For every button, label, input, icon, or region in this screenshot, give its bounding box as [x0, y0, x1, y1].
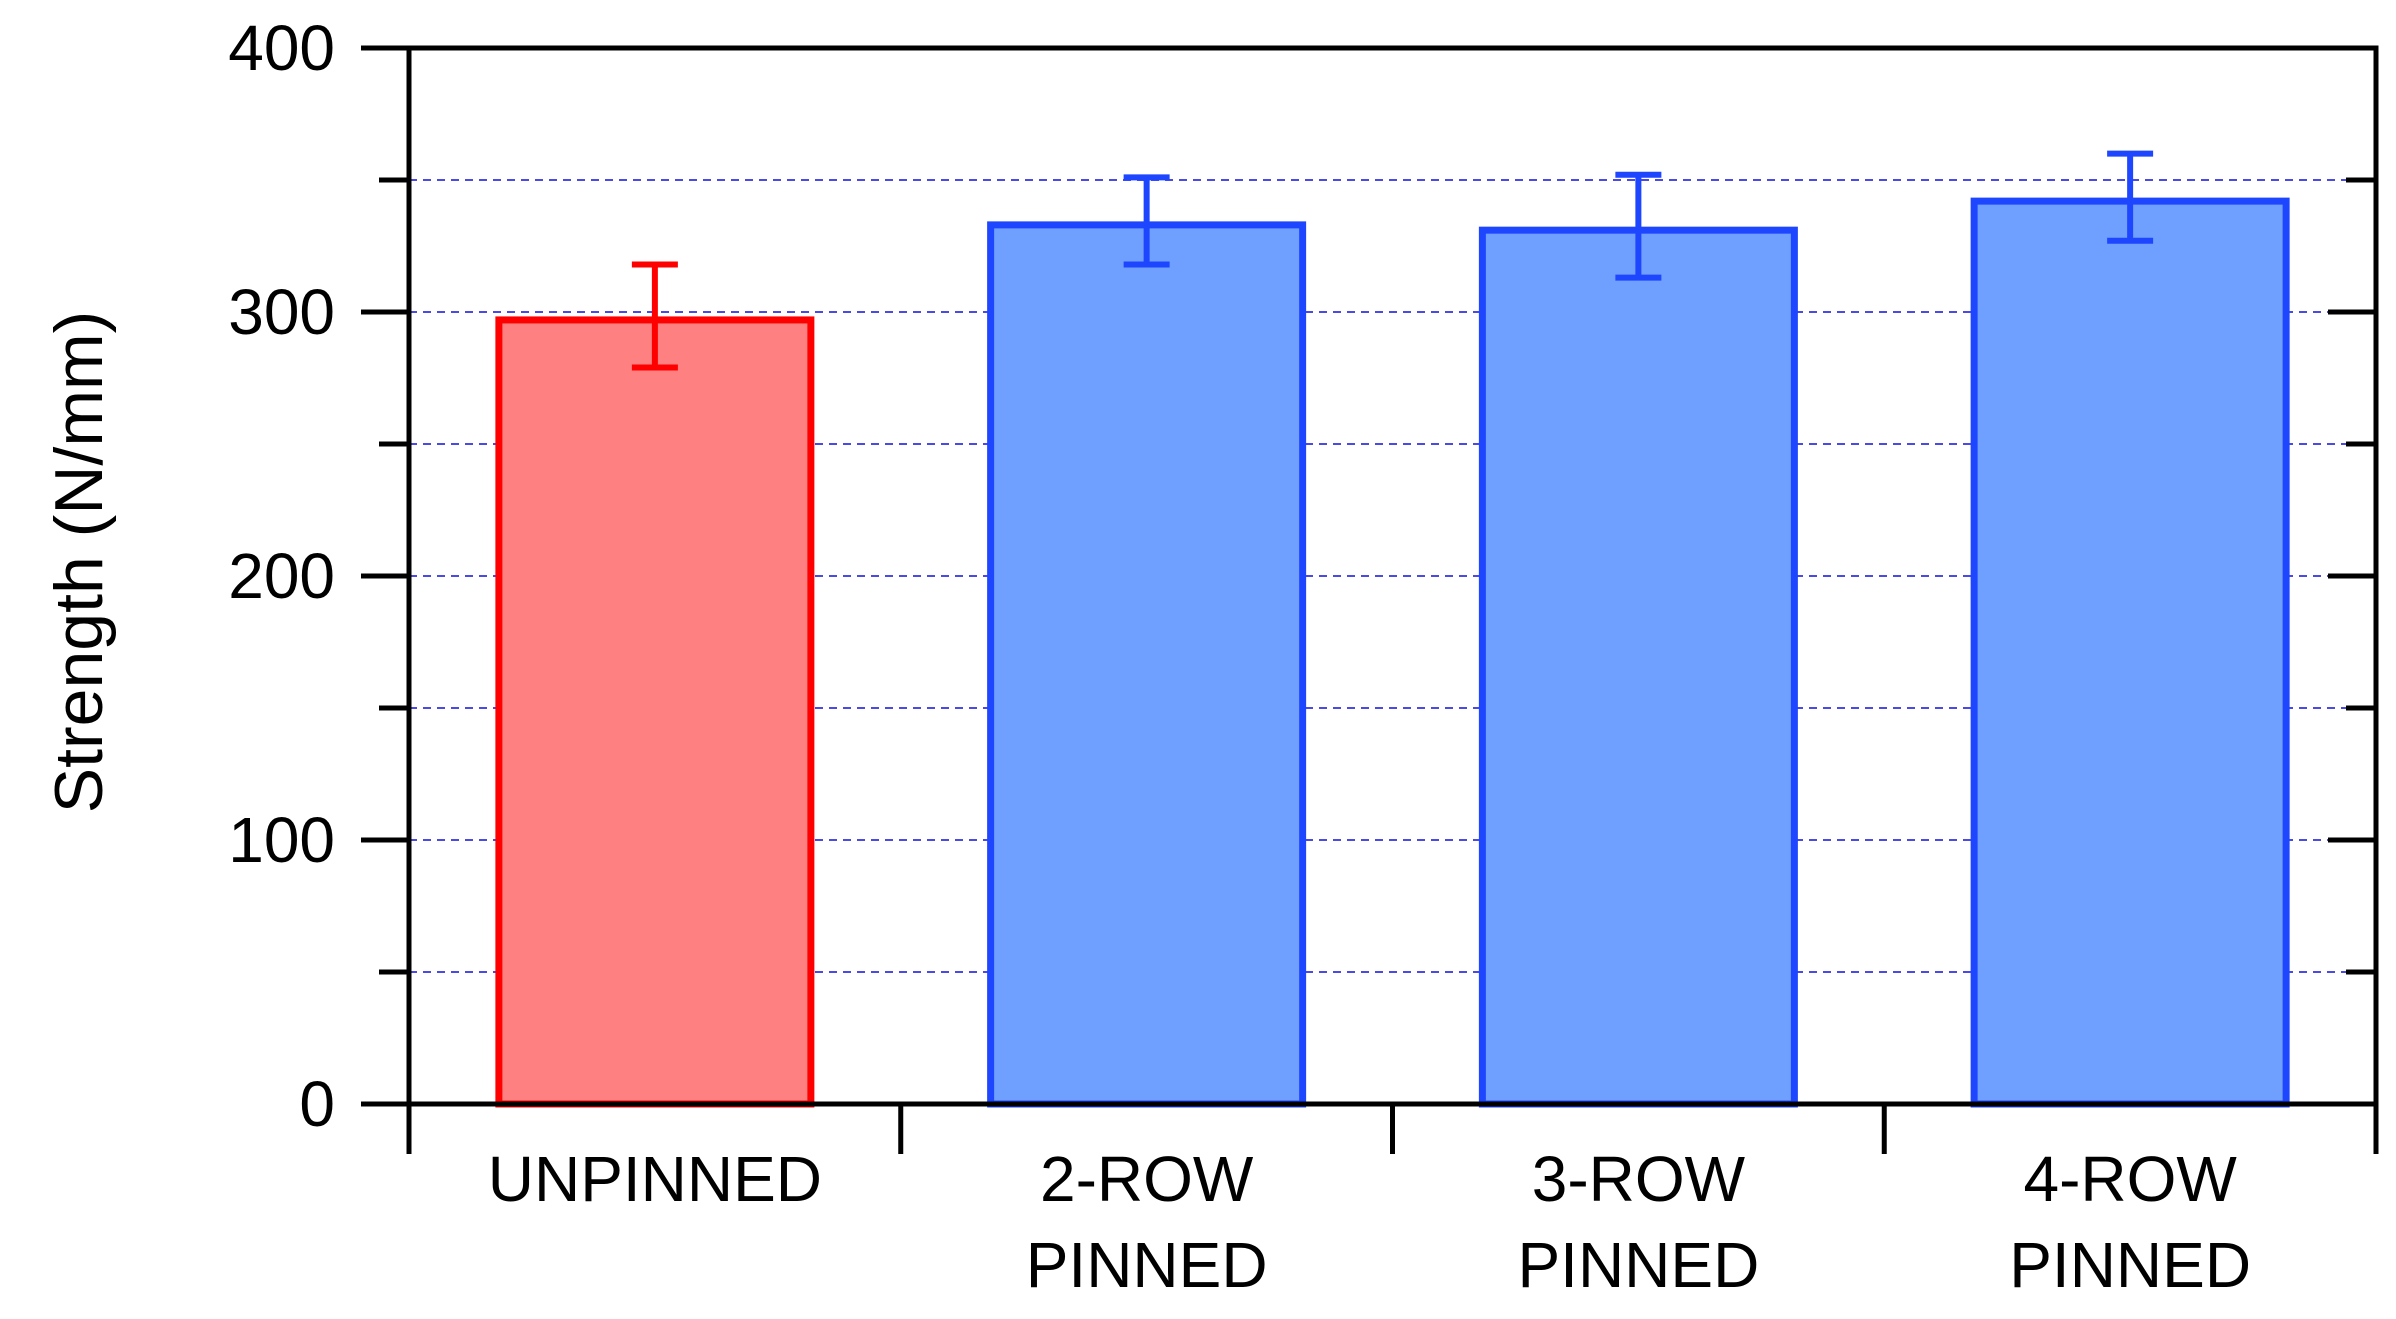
- category-label-line1: 3-ROW: [1532, 1143, 1746, 1215]
- y-axis-title: Strength (N/mm): [41, 311, 117, 814]
- category-label-line1: 4-ROW: [2023, 1143, 2237, 1215]
- bar: [1478, 226, 1798, 1108]
- y-tick-label: 300: [228, 276, 335, 348]
- category-label-line2: PINNED: [1517, 1229, 1759, 1301]
- category-label-line2: PINNED: [2009, 1229, 2251, 1301]
- axes: [361, 45, 2379, 1154]
- bar: [987, 221, 1307, 1108]
- y-tick-label: 0: [299, 1068, 335, 1140]
- category-label-line1: UNPINNED: [488, 1143, 822, 1215]
- y-tick-label: 100: [228, 804, 335, 876]
- bars: [495, 150, 2290, 1108]
- y-tick-label: 400: [228, 12, 335, 84]
- y-tick-label: 200: [228, 540, 335, 612]
- labels: 0 100 200 300 400 UNPINNED 2-ROW PINNED 3-ROW PIN…: [228, 12, 2251, 1301]
- category-label-line1: 2-ROW: [1040, 1143, 1254, 1215]
- category-label-line2: PINNED: [1026, 1229, 1268, 1301]
- bar: [495, 316, 815, 1108]
- bar: [1970, 197, 2290, 1108]
